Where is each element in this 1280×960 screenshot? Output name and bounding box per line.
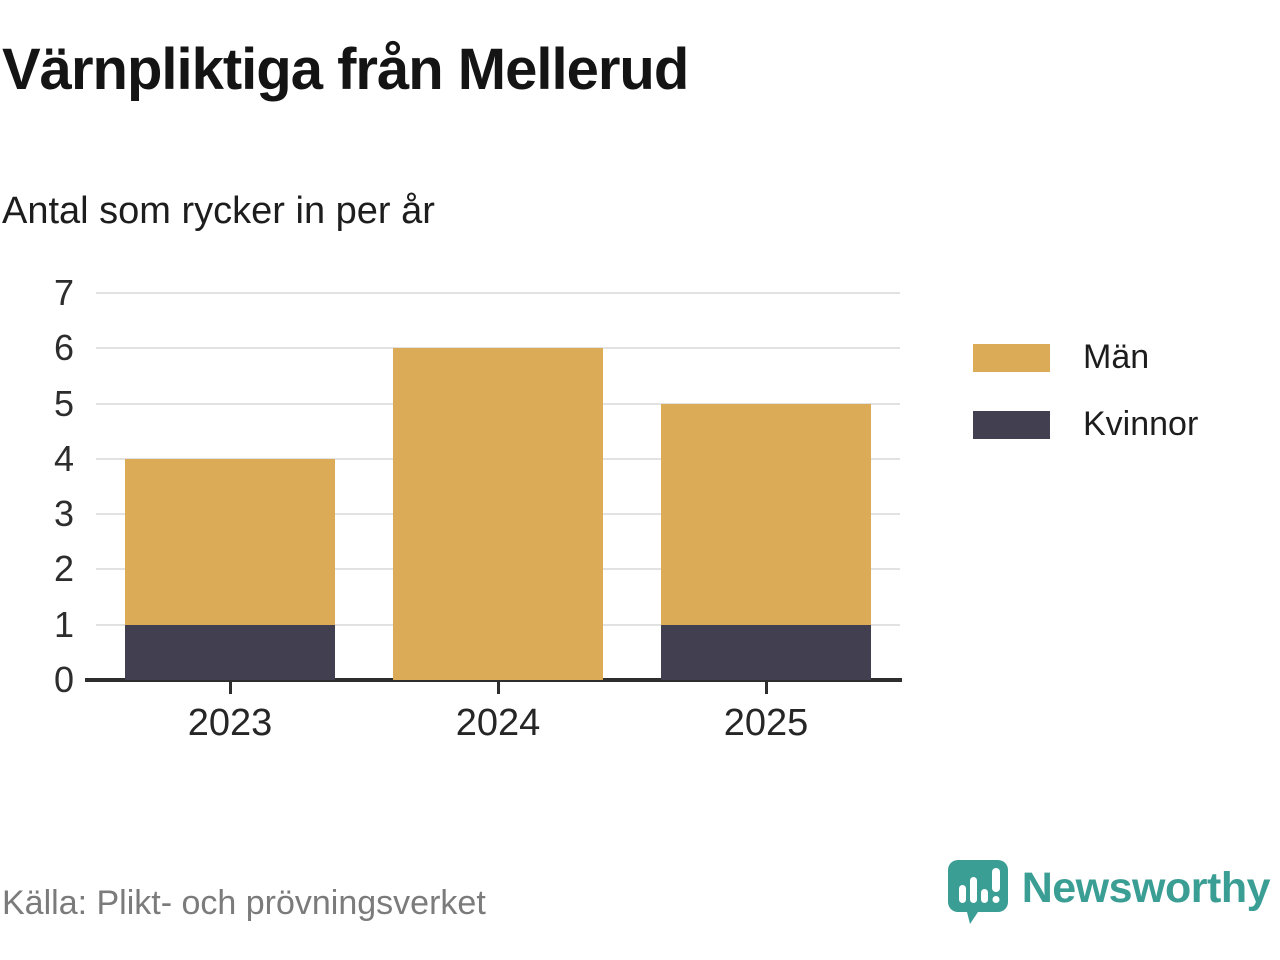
- y-axis-tick-label: 2: [53, 548, 74, 590]
- bar-segment-män-2024: [393, 348, 603, 680]
- plot-area: 0 1 2 3 4 5 6 7 2023 2024 2025: [54, 272, 902, 744]
- legend-label: Män: [1083, 338, 1150, 376]
- x-axis-tick-label: 2025: [723, 702, 809, 744]
- legend-swatch: [973, 343, 1050, 372]
- chart-subtitle: Antal som rycker in per år: [2, 190, 435, 232]
- x-axis-tick: [764, 682, 768, 694]
- y-axis-tick-label: 0: [53, 659, 74, 700]
- y-axis-tick-label: 1: [53, 603, 74, 645]
- y-axis-tick-label: 6: [53, 327, 74, 369]
- y-axis-tick-label: 5: [53, 382, 74, 424]
- brand-wordmark: Newsworthy: [1021, 863, 1271, 912]
- legend-item-kvinnor: Kvinnor: [973, 405, 1198, 444]
- bar-segment-män-2025: [661, 403, 871, 625]
- x-axis-tick: [228, 682, 232, 694]
- bar-segment-kvinnor-2025: [661, 624, 871, 680]
- bar-segment-män-2023: [125, 458, 335, 625]
- legend-label: Kvinnor: [1083, 405, 1199, 443]
- bar-segment-kvinnor-2023: [125, 624, 335, 680]
- x-axis-line: [85, 678, 902, 682]
- source-note: Källa: Plikt- och prövningsverket: [2, 884, 486, 922]
- x-axis-tick-label: 2024: [455, 702, 541, 744]
- legend-item-män: Män: [973, 338, 1198, 377]
- x-axis-tick: [496, 682, 500, 694]
- y-axis-tick-label: 4: [53, 437, 74, 479]
- legend: Män Kvinnor: [973, 338, 1198, 472]
- y-axis-tick-label: 7: [53, 272, 74, 313]
- chart-title: Värnpliktiga från Mellerud: [2, 37, 689, 102]
- y-axis-tick-label: 3: [53, 493, 74, 535]
- legend-swatch: [973, 410, 1050, 439]
- x-axis-tick-label: 2023: [187, 702, 273, 744]
- gridline: [96, 292, 900, 294]
- brand-lockup: Newsworthy: [946, 858, 1271, 926]
- newsworthy-logo-icon: [947, 860, 1008, 924]
